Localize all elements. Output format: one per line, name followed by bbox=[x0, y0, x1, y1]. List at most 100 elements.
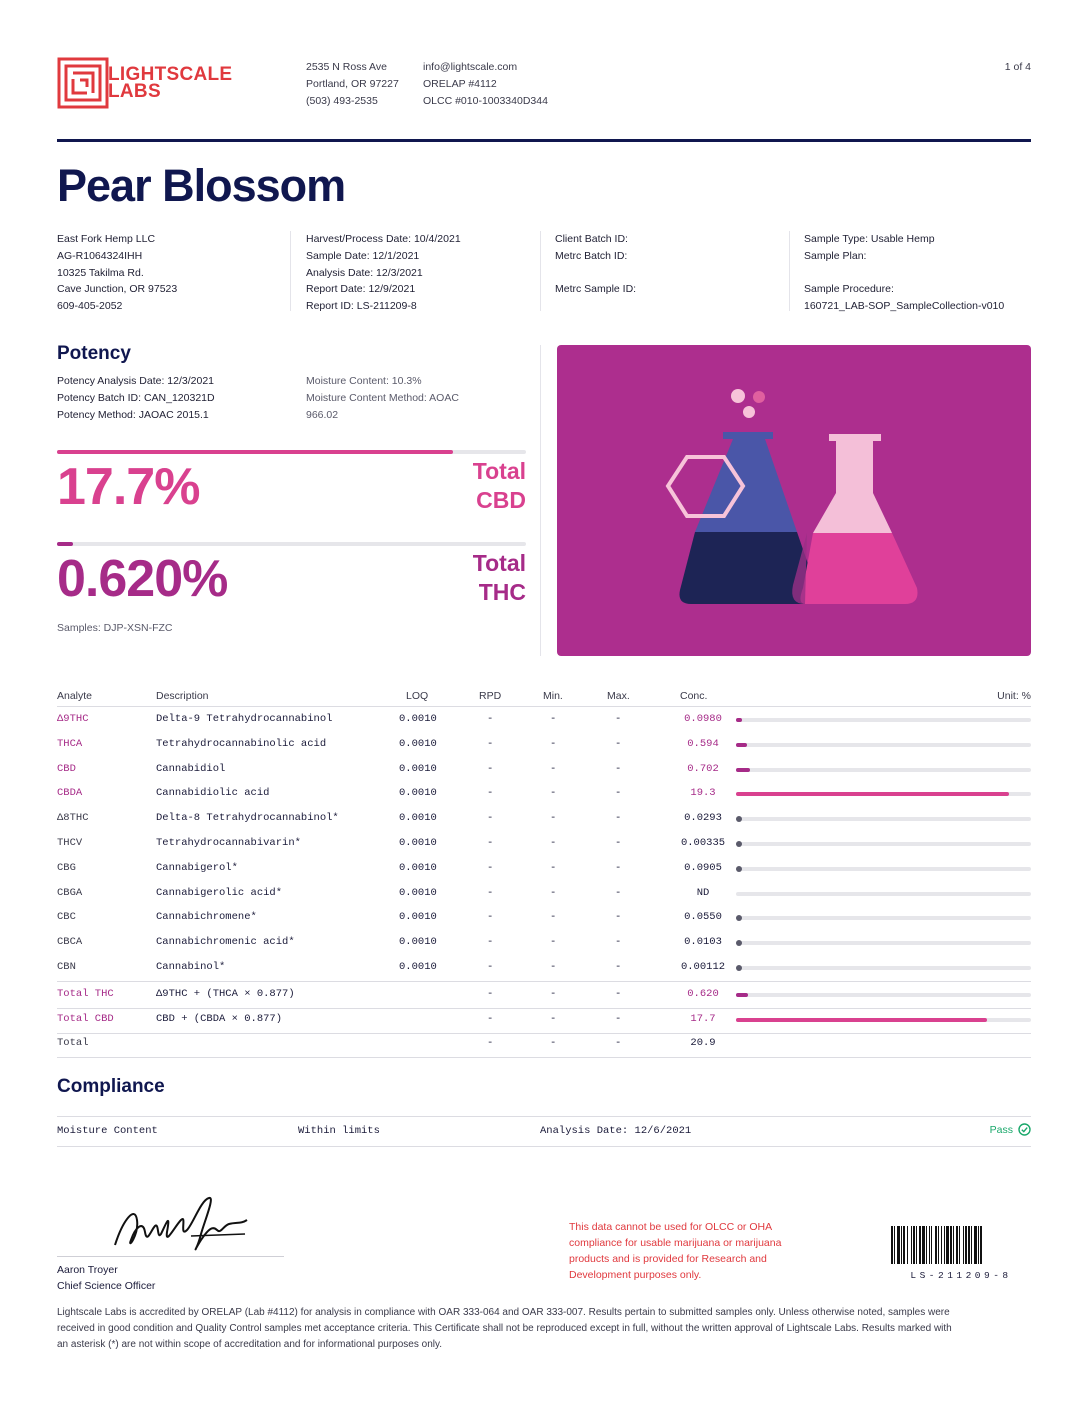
row-min: - bbox=[550, 961, 557, 973]
row-rpd: - bbox=[487, 713, 494, 725]
row-description: Delta-9 Tetrahydrocannabinol bbox=[156, 713, 333, 725]
column-divider bbox=[789, 231, 790, 311]
col-loq: LOQ bbox=[406, 690, 429, 702]
row-min: - bbox=[550, 936, 557, 949]
row-min: - bbox=[550, 1037, 557, 1050]
row-max: - bbox=[615, 787, 622, 800]
row-max: - bbox=[615, 762, 622, 775]
row-description: Cannabidiolic acid bbox=[156, 787, 270, 800]
concentration-bar-fill bbox=[736, 767, 750, 772]
signatory: Aaron Troyer Chief Science Officer bbox=[57, 1264, 156, 1292]
total-cbd-bar-fill bbox=[57, 450, 454, 454]
row-rpd: - bbox=[487, 936, 494, 949]
row-analyte: Total bbox=[57, 1037, 89, 1050]
table-row: Total THC Δ9THC + (THCA × 0.877) - - - 0.620 bbox=[57, 984, 1031, 1008]
total-thc-value: 0.620% bbox=[57, 550, 228, 608]
concentration-bar bbox=[736, 865, 1031, 872]
sample-info: Sample Type: Usable Hemp Sample Plan: Sa… bbox=[804, 233, 1005, 313]
samples-id: Samples: DJP-XSN-FZC bbox=[57, 622, 173, 634]
table-row-rule bbox=[57, 1007, 1031, 1009]
row-analyte: CBCA bbox=[57, 936, 83, 949]
concentration-bar bbox=[736, 718, 1031, 722]
row-max: - bbox=[615, 861, 622, 874]
barcode-bar bbox=[965, 1226, 967, 1264]
table-row: CBC Cannabichromene* 0.0010 - - - 0.0550 bbox=[57, 907, 1031, 931]
row-description: Tetrahydrocannabinolic acid bbox=[156, 737, 327, 750]
row-description: Cannabidiol bbox=[156, 762, 226, 775]
barcode-bar bbox=[944, 1226, 945, 1264]
row-conc: 0.0980 bbox=[684, 713, 722, 725]
potency-title: Potency bbox=[57, 343, 131, 364]
check-circle-icon bbox=[1018, 1123, 1031, 1136]
concentration-dot bbox=[736, 841, 742, 847]
row-analyte: CBDA bbox=[57, 787, 83, 800]
row-rpd: - bbox=[487, 787, 494, 800]
row-min: - bbox=[550, 1012, 557, 1025]
row-analyte: CBGA bbox=[57, 886, 83, 899]
concentration-bar bbox=[736, 940, 1031, 947]
lab-flask-illustration bbox=[557, 345, 1031, 656]
row-conc: ND bbox=[696, 886, 710, 899]
row-rpd: - bbox=[487, 861, 494, 874]
concentration-bar bbox=[736, 767, 1031, 772]
concentration-bar bbox=[736, 891, 1031, 896]
table-row: CBG Cannabigerol* 0.0010 - - - 0.0905 bbox=[57, 858, 1031, 882]
pass-label: Pass bbox=[989, 1123, 1013, 1136]
barcode-bar bbox=[978, 1226, 979, 1264]
row-loq: 0.0010 bbox=[399, 886, 437, 899]
row-conc: 0.0293 bbox=[684, 812, 722, 825]
barcode-bar bbox=[903, 1226, 905, 1264]
concentration-dot bbox=[736, 816, 742, 823]
concentration-bar-fill bbox=[736, 718, 742, 722]
barcode-bar bbox=[916, 1226, 917, 1264]
row-conc: 20.9 bbox=[690, 1037, 716, 1050]
barcode-bar bbox=[959, 1226, 960, 1264]
row-max: - bbox=[615, 713, 622, 725]
row-loq: 0.0010 bbox=[399, 837, 437, 849]
table-row: CBN Cannabinol* 0.0010 - - - 0.00112 bbox=[57, 957, 1031, 981]
compliance-result: Within limits bbox=[298, 1125, 380, 1137]
row-max: - bbox=[615, 737, 622, 750]
row-min: - bbox=[550, 737, 557, 750]
row-rpd: - bbox=[487, 961, 494, 973]
row-description: Tetrahydrocannabivarin* bbox=[156, 837, 301, 849]
row-min: - bbox=[550, 713, 557, 725]
row-conc: 0.0103 bbox=[684, 936, 722, 949]
header-rule bbox=[57, 139, 1031, 142]
row-analyte: CBD bbox=[57, 762, 76, 775]
col-conc: Conc. bbox=[680, 690, 708, 702]
row-loq: 0.0010 bbox=[399, 812, 437, 825]
concentration-bar bbox=[736, 792, 1031, 797]
col-analyte: Analyte bbox=[57, 690, 93, 702]
barcode-bar bbox=[946, 1226, 949, 1264]
product-title: Pear Blossom bbox=[57, 160, 346, 211]
row-loq: 0.0010 bbox=[399, 961, 437, 973]
row-description: Delta-8 Tetrahydrocannabinol* bbox=[156, 812, 339, 825]
row-min: - bbox=[550, 886, 557, 899]
accreditation-footer: Lightscale Labs is accredited by ORELAP … bbox=[57, 1307, 952, 1350]
row-analyte: THCV bbox=[57, 837, 83, 849]
col-min: Min. bbox=[543, 690, 563, 702]
row-analyte: THCA bbox=[57, 737, 83, 750]
concentration-bar bbox=[736, 992, 1031, 997]
barcode-bar bbox=[950, 1226, 952, 1264]
potency-meta: Potency Analysis Date: 12/3/2021 Potency… bbox=[57, 375, 215, 421]
row-description: Cannabichromenic acid* bbox=[156, 936, 295, 949]
barcode bbox=[891, 1226, 982, 1264]
barcode-bar bbox=[980, 1226, 982, 1264]
barcode-bar bbox=[971, 1226, 972, 1264]
logo-wordmark: LIGHTSCALE LABS bbox=[108, 64, 233, 102]
table-row: Δ8THC Delta-8 Tetrahydrocannabinol* 0.0010… bbox=[57, 808, 1031, 832]
research-disclaimer: This data cannot be used for OLCC or OHA… bbox=[569, 1221, 782, 1281]
compliance-item: Moisture Content bbox=[57, 1125, 158, 1137]
concentration-bar-fill bbox=[736, 792, 1009, 797]
row-rpd: - bbox=[487, 762, 494, 775]
total-cbd-label: Total CBD bbox=[472, 458, 526, 513]
barcode-bar bbox=[953, 1226, 954, 1264]
row-analyte: CBN bbox=[57, 961, 76, 973]
row-rpd: - bbox=[487, 886, 494, 899]
row-conc: 0.620 bbox=[687, 987, 719, 1000]
total-thc-bar-fill bbox=[57, 542, 74, 546]
row-rpd: - bbox=[487, 1037, 494, 1050]
col-description: Description bbox=[156, 690, 209, 702]
